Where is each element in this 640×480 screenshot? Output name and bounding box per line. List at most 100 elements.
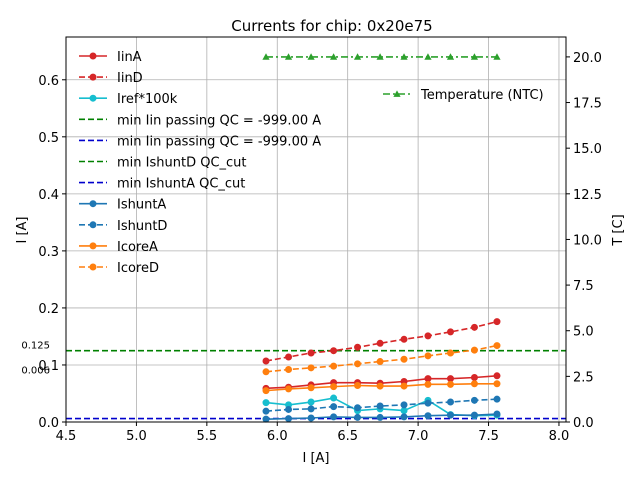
legend-label: min IshuntA QC_cut xyxy=(117,177,245,192)
data-point xyxy=(400,401,408,409)
data-point xyxy=(376,413,384,421)
legend-item: min Iin passing QC = -999.00 A xyxy=(79,113,321,128)
legend-label: Iref*100k xyxy=(117,92,178,107)
x-tick-label: 8.0 xyxy=(549,429,570,444)
data-point xyxy=(493,380,501,388)
data-point xyxy=(307,53,315,60)
data-point xyxy=(447,380,455,388)
legend-item: IinD xyxy=(79,71,143,86)
data-point xyxy=(447,398,455,406)
y-axis-label: I [A] xyxy=(15,216,30,243)
legend-marker xyxy=(89,94,97,102)
data-point xyxy=(446,53,455,60)
data-point xyxy=(330,53,338,60)
legend-item: Iref*100k xyxy=(79,92,178,107)
x-tick-label: 4.5 xyxy=(56,429,77,444)
legend-marker xyxy=(89,200,97,208)
data-point xyxy=(493,410,501,418)
x-tick-label: 5.5 xyxy=(197,429,218,444)
y2-tick-label: 7.5 xyxy=(573,279,594,294)
data-point xyxy=(307,398,315,406)
data-point xyxy=(330,362,338,370)
y2-axis-ticks: 0.0 2.5 5.0 7.5 10.0 12.5 15.0 17.5 20.0 xyxy=(566,51,602,431)
data-point xyxy=(285,405,293,413)
legend-label: min Iin passing QC = -999.00 A xyxy=(117,113,321,128)
legend-item: min IshuntD QC_cut xyxy=(79,156,247,171)
x-tick-label: 6.5 xyxy=(337,429,358,444)
series-line xyxy=(265,344,498,373)
series-layer xyxy=(262,53,501,423)
data-point xyxy=(285,366,293,374)
data-point xyxy=(470,380,478,388)
data-point xyxy=(470,53,479,60)
y-tick-label: 0.1 xyxy=(38,359,59,374)
data-point xyxy=(354,343,362,351)
qc-cut-lines xyxy=(66,349,566,420)
y-tick-label: 0.0 xyxy=(38,416,59,431)
data-point xyxy=(307,405,315,413)
data-point xyxy=(262,399,270,407)
data-point xyxy=(285,415,293,423)
legend-label: IshuntA xyxy=(117,198,166,213)
y2-tick-label: 15.0 xyxy=(573,142,602,157)
x-tick-label: 7.5 xyxy=(478,429,499,444)
legend-label: min Iin passing QC = -999.00 A xyxy=(117,134,321,149)
data-point xyxy=(307,414,315,422)
series-11 xyxy=(262,53,501,60)
legend-marker xyxy=(89,221,97,229)
data-point xyxy=(330,413,338,421)
legend-label: IinA xyxy=(117,50,142,65)
legend-marker xyxy=(89,242,97,250)
y2-tick-label: 5.0 xyxy=(573,325,594,340)
data-point xyxy=(447,375,455,383)
data-point xyxy=(470,411,478,419)
data-point xyxy=(262,407,270,415)
data-point xyxy=(354,360,362,368)
y2-tick-label: 2.5 xyxy=(573,370,594,385)
extra-y-tick-labels: 0.125 0.006 xyxy=(21,341,50,377)
y-tick-label: 0.4 xyxy=(38,188,59,203)
data-point xyxy=(447,411,455,419)
data-point xyxy=(424,399,432,407)
data-point xyxy=(262,415,270,423)
series-1 xyxy=(262,318,501,365)
series-line xyxy=(265,320,498,362)
series-7 xyxy=(262,410,501,423)
legend-item: min IshuntA QC_cut xyxy=(79,177,245,192)
data-point xyxy=(354,404,362,412)
data-point xyxy=(285,385,293,393)
data-point xyxy=(493,372,501,380)
data-point xyxy=(376,53,384,60)
data-point xyxy=(400,407,408,415)
data-point xyxy=(285,353,293,361)
legend-marker xyxy=(393,90,401,97)
data-point xyxy=(424,412,432,420)
data-point xyxy=(400,355,408,363)
x-tick-label: 6.0 xyxy=(267,429,288,444)
data-point xyxy=(284,53,293,60)
series-10 xyxy=(262,342,501,376)
x-tick-label: 7.0 xyxy=(408,429,429,444)
x-tick-label: 5.0 xyxy=(126,429,147,444)
data-point xyxy=(470,374,478,382)
y-tick-label: 0.2 xyxy=(38,302,59,317)
legend-item: min Iin passing QC = -999.00 A xyxy=(79,134,321,149)
data-point xyxy=(493,395,501,403)
data-point xyxy=(262,368,270,376)
data-point xyxy=(376,402,384,410)
legend-item: IshuntA xyxy=(79,198,166,213)
legend-left: IinA IinD Iref*100k min Iin passing QC = -9… xyxy=(79,50,321,276)
data-point xyxy=(424,380,432,388)
data-point xyxy=(376,358,384,366)
y2-axis-label: T [C] xyxy=(611,214,626,246)
y2-tick-label: 17.5 xyxy=(573,97,602,112)
data-point xyxy=(353,53,362,60)
data-point xyxy=(330,383,338,391)
data-point xyxy=(400,335,408,343)
legend-item: Temperature (NTC) xyxy=(383,88,544,103)
extra-y-tick-label: 0.006 xyxy=(21,366,50,377)
data-point xyxy=(493,318,501,326)
data-point xyxy=(493,53,501,60)
y2-tick-label: 0.0 xyxy=(573,416,594,431)
